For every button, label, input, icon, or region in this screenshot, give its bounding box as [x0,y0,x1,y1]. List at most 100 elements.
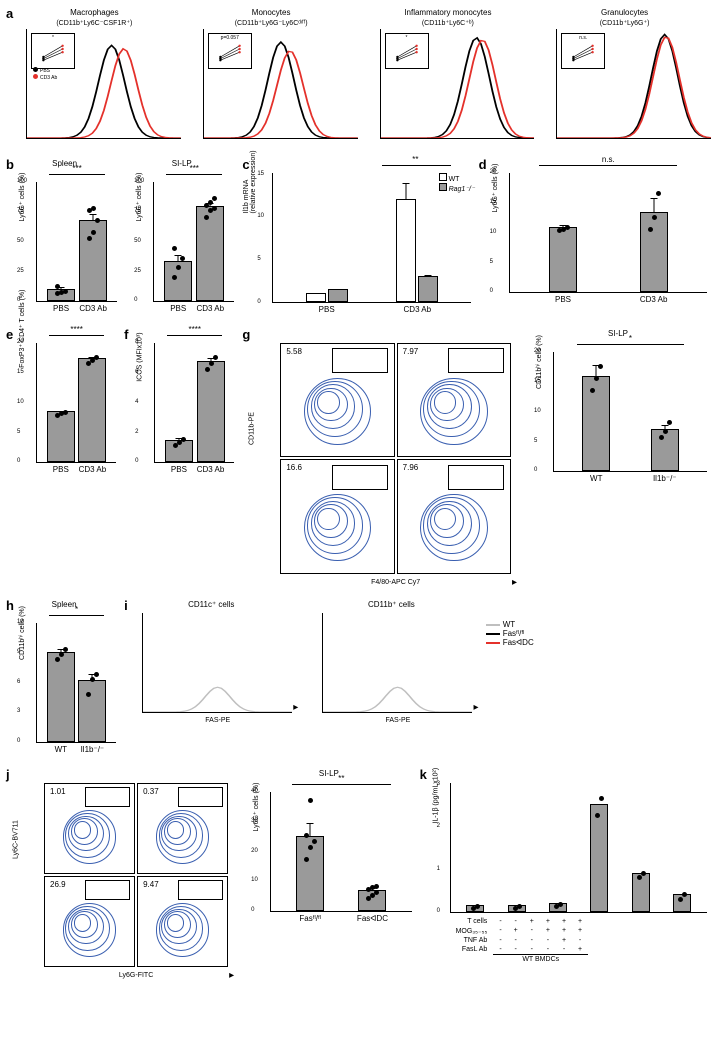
bar [582,376,610,471]
panel-label-i: i [124,598,128,613]
bar-group: Il1b⁻/⁻ [651,352,679,471]
hist-svg [381,29,535,138]
sig-bracket [539,165,677,166]
y-tick: 100 [17,178,27,184]
y-tick: 75 [17,208,24,214]
x-tick-label: PBS [53,465,69,474]
hist-plot: p=0.057 Normalized To Mode Pro-IL-1β-APC… [203,29,358,139]
plot-area: * WT Il1b⁻/⁻ 036912 [36,623,116,743]
error-bar [315,293,316,294]
bar-group: PBS [164,182,192,301]
panel-e: e FoxP3⁺ CD4⁺ T cells (%) **** PBS CD3 A… [8,329,120,594]
data-point [95,218,100,223]
y-tick: 100 [134,178,144,184]
data-point [656,191,661,196]
plot-area: ** Fasᶠˡ/ᶠˡ FasᐊDC 010203040 [270,792,411,912]
data-point [181,437,186,442]
x-tick-label: CD3 Ab [196,304,224,313]
panel-label-k: k [420,767,427,782]
gate [332,348,388,373]
gate-percent: 7.97 [401,347,421,356]
y-tick: 10 [534,408,541,414]
hist-title: Monocytes [185,8,358,17]
facs-plot: Il1b⁻/⁻ 7.97 [397,343,511,457]
y-tick: 20 [251,848,258,854]
facs-grid: Fasᶠˡ/ᶠˡ PBS 1.01 FasᐊDC 0.37 CD3 Ab 26.… [44,783,228,967]
chart-title: SI-LP [242,769,415,778]
data-point [94,672,99,677]
panel-a: a Macrophages (CD11b⁺Ly6C⁻CSF1R⁺) * PBSC… [8,8,711,153]
x-tick-label: WT [590,474,602,483]
bar-group: WT [47,623,75,742]
facs-plot: 9.47 [137,876,228,967]
bar [418,276,438,302]
chart-title: SI-LP [525,329,711,338]
panel-b: b Spleen Ly6G⁺ cells (%) *** PBS CD3 Ab … [8,159,238,323]
hist-svg [557,29,711,138]
panel-d: d Ly6G⁺ cells (%) n.s. PBS CD3 Ab 051015… [481,159,711,323]
legend-line [486,624,500,626]
axis-arrow: ▸ [229,970,234,981]
error-bar [653,198,654,213]
legend-item: FasᐊDC [486,638,533,647]
sig-label: ** [412,155,418,164]
x-axis-label: F4/80-APC Cy7 [371,579,420,586]
data-point [308,798,313,803]
x-tick-label: CD3 Ab [79,304,107,313]
y-tick: 0 [251,907,254,913]
bar-group: WT [582,352,610,471]
bar-group: Il1b⁻/⁻ [78,623,106,742]
error-bar [337,289,338,290]
x-tick-label: PBS [555,295,571,304]
y-tick: 0 [17,738,20,744]
table-cell: - [508,917,524,926]
y-tick: 10 [17,399,24,405]
bar [590,804,608,912]
legend-line [486,633,500,635]
bar-chart: Ly6G⁺ cells (%) n.s. PBS CD3 Ab 05101520 [509,173,707,293]
panel-c: c Il1b mRNA(relative expression) ** PBS … [244,159,474,323]
table-cell: + [524,917,540,926]
y-tick: 2 [135,429,138,435]
facs-plot: Fasᶠˡ/ᶠˡ PBS 1.01 [44,783,135,874]
histogram-curve [323,687,472,712]
gate [178,880,223,900]
panel-h: h Spleen CD11bʰⁱ cells (%) * WT Il1b⁻/⁻ … [8,600,120,763]
table-cell: - [508,936,524,945]
offset-hist-plot: FAS-PE ▸ [322,613,472,713]
sig-label: *** [190,164,199,173]
bar [47,652,75,741]
table-cell: - [508,945,524,955]
offset-hist-plot: FAS-PE ▸ [142,613,292,713]
sig-label: * [629,334,632,343]
table-row: MOG₃₅₋₅₅-+-+++ [450,926,589,936]
data-point [599,796,604,801]
x-tick-label: PBS [319,305,335,314]
x-tick-label: PBS [171,465,187,474]
data-point [213,355,218,360]
hist-svg [323,613,472,712]
panel-label-g: g [242,327,250,342]
bar-group: CD3 Ab [79,182,107,301]
facs-plot: 7.96 [397,459,511,573]
y-tick: 0 [534,467,537,473]
plot-area: n.s. PBS CD3 Ab 05101520 [509,173,707,293]
y-tick: 0 [257,299,260,305]
data-point [667,420,672,425]
axis-arrow: ▸ [512,577,517,588]
bar [396,199,416,302]
gate-percent: 7.96 [401,463,421,472]
plot-area: **** PBS CD3 Ab 05101520 [36,343,116,463]
table-row: FasL Ab-----+ [450,945,589,955]
contour-line [317,508,339,530]
histogram-curve [204,51,358,138]
bar-group: CD3 Ab [196,182,224,301]
bar-group: PBS [47,182,75,301]
bar-group: PBS [549,173,577,292]
facs-grid: WT PBS 5.58 Il1b⁻/⁻ 7.97 CD3 Ab 16.6 [280,343,511,574]
axis-arrow: ▸ [473,702,478,713]
hist-subtitle: (CD11b⁺Ly6C⁺ᵇ) [362,19,535,27]
panel-j: j Fasᶠˡ/ᶠˡ PBS 1.01 FasᐊDC 0.37 CD3 Ab 2… [8,769,416,987]
table-cell: - [540,936,556,945]
bar [78,358,106,462]
